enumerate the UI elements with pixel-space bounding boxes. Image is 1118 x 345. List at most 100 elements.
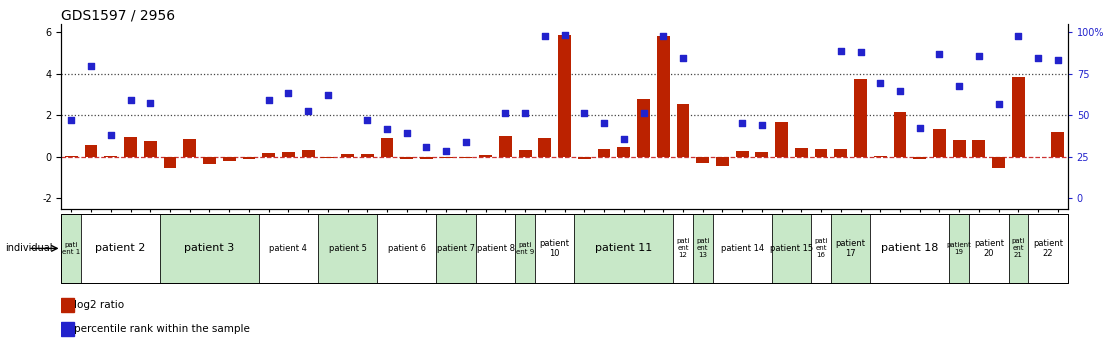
- Text: patient 3: patient 3: [184, 244, 235, 253]
- Point: [141, 100, 159, 106]
- Bar: [380, 138, 394, 157]
- Bar: [1008, 214, 1029, 283]
- Bar: [1012, 77, 1025, 157]
- Bar: [322, 157, 334, 158]
- Bar: [657, 36, 670, 157]
- Bar: [578, 157, 590, 159]
- Point: [950, 83, 968, 89]
- Bar: [1029, 214, 1068, 283]
- Bar: [812, 214, 831, 283]
- Bar: [949, 214, 969, 283]
- Point: [517, 110, 534, 116]
- Point: [1030, 56, 1048, 61]
- Text: patient
20: patient 20: [974, 239, 1004, 258]
- Point: [871, 80, 889, 86]
- Text: pati
ent 9: pati ent 9: [517, 242, 534, 255]
- Point: [930, 51, 948, 57]
- Point: [63, 117, 80, 122]
- Bar: [913, 157, 926, 159]
- Text: patient 11: patient 11: [595, 244, 653, 253]
- Text: percentile rank within the sample: percentile rank within the sample: [74, 324, 250, 334]
- Bar: [263, 153, 275, 157]
- Bar: [795, 148, 807, 157]
- Bar: [377, 214, 436, 283]
- Bar: [693, 214, 712, 283]
- Text: pati
ent
16: pati ent 16: [814, 238, 827, 258]
- Bar: [163, 157, 177, 168]
- Point: [437, 148, 455, 154]
- Point: [635, 110, 653, 116]
- Point: [536, 33, 553, 38]
- Bar: [637, 99, 650, 157]
- Text: patient 2: patient 2: [95, 244, 145, 253]
- Bar: [771, 214, 812, 283]
- Bar: [973, 140, 985, 157]
- Bar: [756, 152, 768, 157]
- Bar: [775, 122, 788, 157]
- Bar: [874, 156, 887, 157]
- Bar: [499, 136, 512, 157]
- Bar: [459, 157, 473, 158]
- Bar: [282, 152, 295, 157]
- Text: individual: individual: [6, 244, 53, 253]
- Bar: [712, 214, 771, 283]
- Point: [970, 53, 988, 59]
- Bar: [716, 157, 729, 166]
- Bar: [834, 149, 847, 157]
- Bar: [203, 157, 216, 164]
- Point: [398, 130, 416, 136]
- Bar: [854, 79, 866, 157]
- Bar: [673, 214, 693, 283]
- Bar: [436, 214, 476, 283]
- Bar: [183, 139, 196, 157]
- Bar: [476, 214, 515, 283]
- Bar: [598, 149, 610, 157]
- Point: [417, 144, 435, 149]
- Point: [733, 120, 751, 126]
- Bar: [536, 214, 575, 283]
- Text: patient
10: patient 10: [540, 239, 570, 258]
- Point: [674, 56, 692, 61]
- Bar: [1051, 132, 1064, 157]
- Point: [82, 63, 100, 68]
- Bar: [617, 147, 631, 157]
- Bar: [815, 149, 827, 157]
- Text: patient 18: patient 18: [881, 244, 938, 253]
- Bar: [558, 34, 571, 157]
- Point: [852, 49, 870, 55]
- Text: patient 6: patient 6: [388, 244, 426, 253]
- Bar: [893, 112, 907, 157]
- Bar: [575, 214, 673, 283]
- Text: pati
ent
21: pati ent 21: [1012, 238, 1025, 258]
- Bar: [953, 140, 966, 157]
- Point: [300, 108, 318, 114]
- Text: patient 4: patient 4: [269, 244, 307, 253]
- Text: patient 5: patient 5: [329, 244, 367, 253]
- Bar: [519, 150, 531, 157]
- Bar: [258, 214, 318, 283]
- Text: log2 ratio: log2 ratio: [74, 300, 124, 310]
- Text: patient 14: patient 14: [721, 244, 764, 253]
- Point: [911, 125, 929, 131]
- Bar: [697, 157, 709, 163]
- Bar: [993, 157, 1005, 168]
- Text: pati
ent
13: pati ent 13: [697, 238, 710, 258]
- Text: patient 7: patient 7: [437, 244, 475, 253]
- Point: [989, 101, 1007, 107]
- Text: patient 8: patient 8: [476, 244, 514, 253]
- Bar: [243, 157, 255, 159]
- Text: patient
22: patient 22: [1033, 239, 1063, 258]
- Bar: [934, 129, 946, 157]
- Bar: [515, 214, 536, 283]
- Bar: [400, 157, 414, 159]
- Point: [319, 92, 337, 97]
- Bar: [144, 141, 157, 157]
- Point: [891, 88, 909, 93]
- Point: [1049, 58, 1067, 63]
- Bar: [160, 214, 258, 283]
- Point: [496, 110, 514, 116]
- Bar: [318, 214, 377, 283]
- Bar: [65, 156, 78, 157]
- Bar: [420, 157, 433, 159]
- Bar: [85, 146, 97, 157]
